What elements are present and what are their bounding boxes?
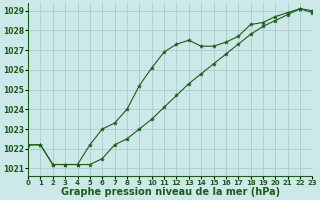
X-axis label: Graphe pression niveau de la mer (hPa): Graphe pression niveau de la mer (hPa) bbox=[61, 187, 280, 197]
